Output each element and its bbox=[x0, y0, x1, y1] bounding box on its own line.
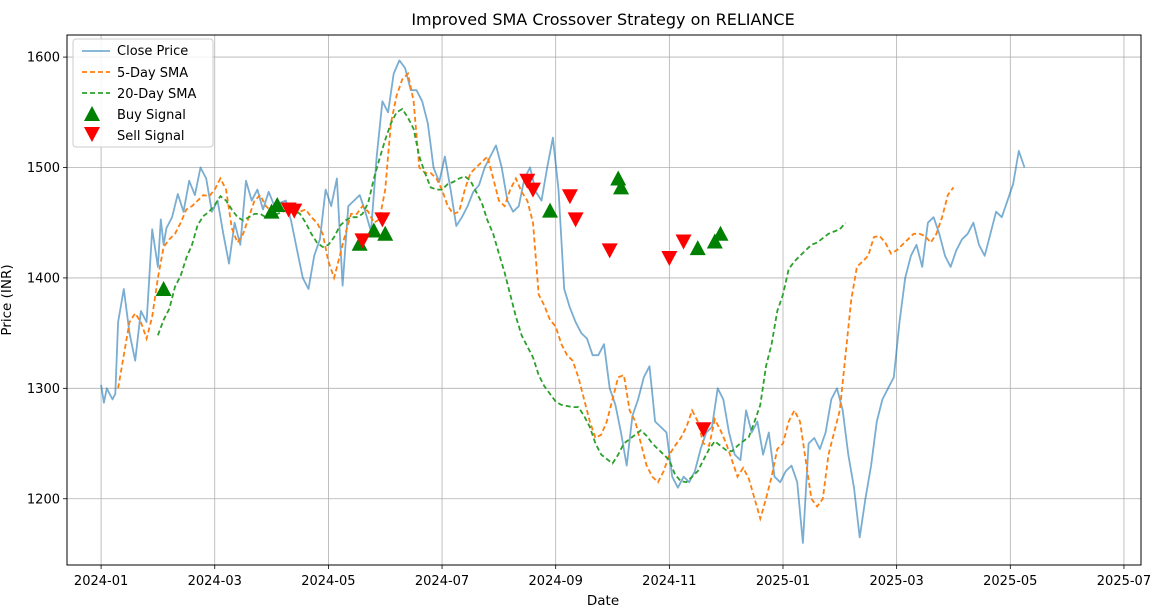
x-tick-label: 2024-05 bbox=[301, 574, 355, 589]
x-tick-label: 2024-07 bbox=[415, 574, 469, 589]
sell-signal-marker bbox=[675, 234, 692, 250]
x-tick-label: 2025-07 bbox=[1097, 574, 1151, 589]
sell-signal-marker bbox=[519, 173, 536, 189]
x-tick-label: 2024-11 bbox=[642, 574, 696, 589]
sell-signal-marker bbox=[661, 251, 678, 267]
buy-signal-marker bbox=[351, 235, 368, 251]
x-tick-label: 2024-03 bbox=[188, 574, 242, 589]
buy-signal-marker bbox=[689, 240, 706, 256]
x-axis-ticks: 2024-01 2024-03 2024-05 2024-07 2024-09 2024-… bbox=[74, 565, 1151, 589]
grid-lines bbox=[67, 35, 1141, 565]
sma5-line bbox=[117, 71, 955, 522]
sell-signal-marker bbox=[354, 233, 371, 249]
legend-sell-marker-icon bbox=[84, 127, 100, 142]
buy-signal-marker bbox=[377, 225, 394, 241]
buy-signal-marker bbox=[269, 197, 286, 213]
y-tick-label: 1500 bbox=[27, 161, 60, 176]
buy-signal-marker bbox=[155, 280, 172, 296]
legend-buy-marker-icon bbox=[84, 106, 100, 121]
sell-signal-marker bbox=[567, 212, 584, 228]
chart-title: Improved SMA Crossover Strategy on RELIA… bbox=[411, 10, 794, 29]
sell-signal-marker bbox=[695, 422, 712, 438]
buy-signal-marker bbox=[542, 202, 559, 218]
sell-signal-marker bbox=[374, 212, 391, 228]
y-axis-label: Price (INR) bbox=[0, 264, 15, 335]
buy-signal-marker bbox=[712, 225, 729, 241]
sell-signal-marker bbox=[601, 243, 618, 259]
y-axis-ticks: 1200 1300 1400 1500 1600 bbox=[27, 51, 67, 507]
y-tick-label: 1200 bbox=[27, 492, 60, 507]
buy-signal-marker bbox=[613, 179, 630, 195]
plot-frame bbox=[66, 34, 1142, 566]
legend-box bbox=[72, 38, 214, 148]
legend-buy-label: Buy Signal bbox=[117, 108, 186, 123]
legend-sma20-label: 20-Day SMA bbox=[117, 87, 197, 102]
y-tick-label: 1400 bbox=[27, 271, 60, 286]
legend-sell-label: Sell Signal bbox=[117, 129, 185, 144]
y-tick-label: 1600 bbox=[27, 51, 60, 66]
buy-signal-marker bbox=[706, 233, 723, 249]
x-tick-label: 2025-05 bbox=[983, 574, 1037, 589]
sell-signal-marker bbox=[524, 182, 541, 198]
sell-signal-marker bbox=[561, 189, 578, 205]
legend-sma5-label: 5-Day SMA bbox=[117, 66, 188, 81]
sell-signal-marker bbox=[286, 203, 303, 219]
x-tick-label: 2025-01 bbox=[756, 574, 810, 589]
plot-area bbox=[100, 59, 1026, 544]
x-tick-label: 2025-03 bbox=[869, 574, 923, 589]
y-tick-label: 1300 bbox=[27, 382, 60, 397]
legend: Close Price 5-Day SMA 20-Day SMA Buy Sig… bbox=[72, 38, 214, 148]
x-tick-label: 2024-09 bbox=[529, 574, 583, 589]
legend-close-label: Close Price bbox=[117, 44, 188, 59]
x-tick-label: 2024-01 bbox=[74, 574, 128, 589]
x-axis-label: Date bbox=[587, 593, 619, 609]
